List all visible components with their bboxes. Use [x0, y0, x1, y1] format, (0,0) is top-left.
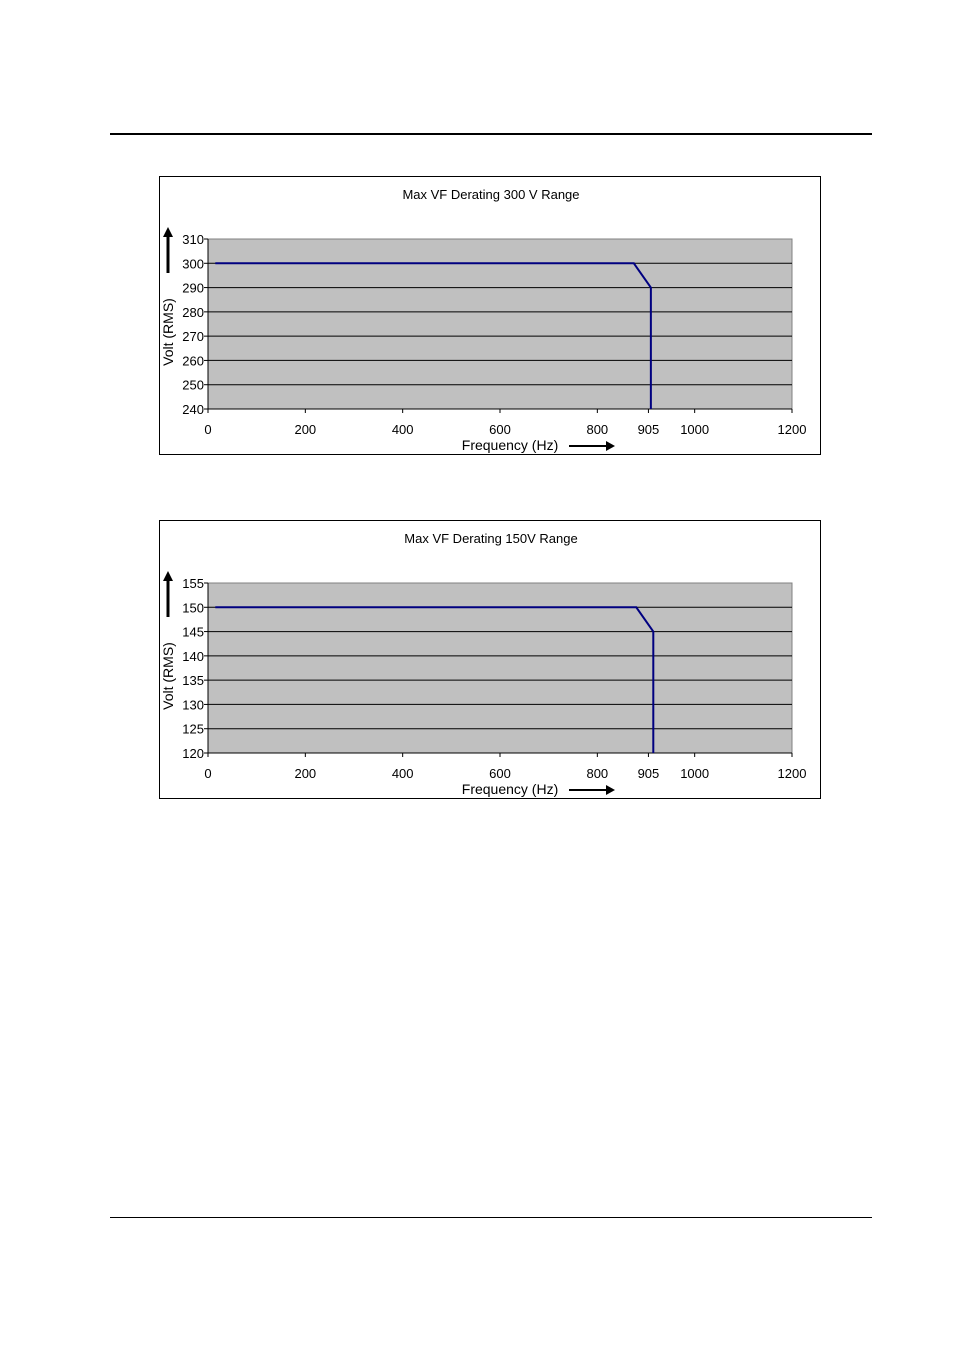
- x-tick-label: 905: [638, 766, 660, 781]
- chart-svg: Max VF Derating 300 V Range 240 250 260 270 2…: [160, 187, 807, 453]
- x-tick-label: 200: [294, 422, 316, 437]
- y-tick-label: 140: [182, 649, 204, 664]
- y-tick-label: 280: [182, 305, 204, 320]
- y-axis-arrowhead: [163, 227, 173, 237]
- chart-title: Max VF Derating 150V Range: [404, 531, 577, 546]
- x-tick-label: 600: [489, 422, 511, 437]
- y-tick-label: 130: [182, 697, 204, 712]
- chart-150v-range: Max VF Derating 150V Range 120 125 130 135 14…: [159, 520, 821, 799]
- y-tick-label: 120: [182, 746, 204, 761]
- x-tick-label: 1200: [778, 422, 807, 437]
- x-tick-label: 1000: [680, 422, 709, 437]
- x-axis-arrowhead: [606, 785, 615, 795]
- y-tick-label: 270: [182, 329, 204, 344]
- x-tick-label: 800: [586, 766, 608, 781]
- x-tick-label: 0: [204, 766, 211, 781]
- y-tick-label: 310: [182, 232, 204, 247]
- x-tick-label: 1000: [680, 766, 709, 781]
- x-axis-label: Frequency (Hz): [462, 781, 558, 797]
- x-tick-label: 1200: [778, 766, 807, 781]
- x-axis-label: Frequency (Hz): [462, 437, 558, 453]
- x-tick-label: 200: [294, 766, 316, 781]
- x-tick-label: 400: [392, 422, 414, 437]
- series-line: [215, 262, 652, 409]
- x-tick-label: 400: [392, 766, 414, 781]
- y-tick-label: 290: [182, 281, 204, 296]
- y-tick-label: 155: [182, 576, 204, 591]
- y-tick-label: 260: [182, 353, 204, 368]
- series-line: [215, 606, 655, 753]
- y-axis-label: Volt (RMS): [160, 298, 176, 366]
- chart-300v-range: Max VF Derating 300 V Range 240 250 260 270 2…: [159, 176, 821, 455]
- x-tick-label: 0: [204, 422, 211, 437]
- chart-svg: Max VF Derating 150V Range 120 125 130 135 14…: [160, 531, 807, 797]
- y-tick-label: 135: [182, 673, 204, 688]
- x-tick-label: 600: [489, 766, 511, 781]
- y-tick-label: 125: [182, 722, 204, 737]
- y-axis-label: Volt (RMS): [160, 642, 176, 710]
- y-tick-label: 145: [182, 625, 204, 640]
- footer-rule: [110, 1217, 872, 1218]
- y-tick-label: 250: [182, 378, 204, 393]
- x-axis-arrowhead: [606, 441, 615, 451]
- plot-area: [207, 582, 793, 754]
- y-tick-label: 150: [182, 600, 204, 615]
- y-tick-label: 300: [182, 256, 204, 271]
- header-rule: [110, 133, 872, 135]
- y-tick-label: 240: [182, 402, 204, 417]
- y-axis-arrowhead: [163, 571, 173, 581]
- x-tick-label: 905: [638, 422, 660, 437]
- chart-title: Max VF Derating 300 V Range: [402, 187, 579, 202]
- x-tick-label: 800: [586, 422, 608, 437]
- plot-area: [207, 238, 793, 410]
